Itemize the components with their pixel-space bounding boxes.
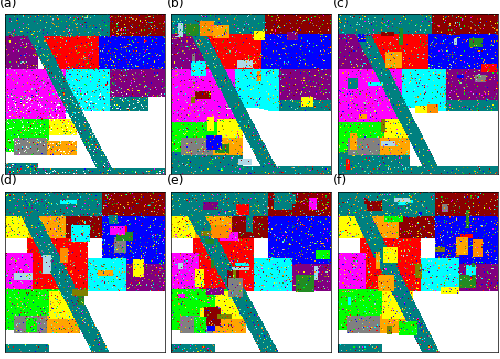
Text: (e): (e) bbox=[166, 174, 184, 187]
Text: (f): (f) bbox=[333, 174, 347, 187]
Text: (d): (d) bbox=[0, 174, 18, 187]
Text: (b): (b) bbox=[166, 0, 184, 10]
Text: (a): (a) bbox=[0, 0, 18, 10]
Text: (c): (c) bbox=[333, 0, 349, 10]
